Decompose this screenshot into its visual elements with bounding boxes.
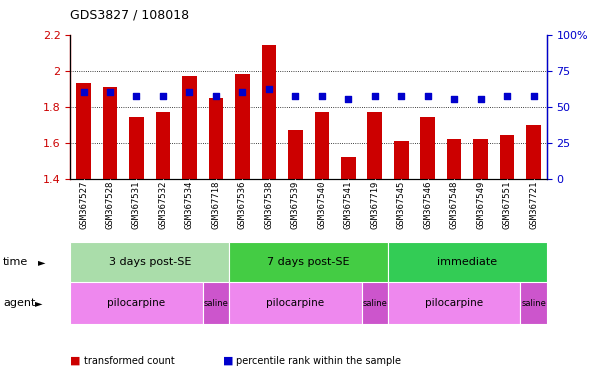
Point	[423, 93, 433, 99]
Text: GSM367549: GSM367549	[476, 180, 485, 229]
Bar	[208, 98, 223, 179]
Text: ►: ►	[38, 257, 45, 267]
Text: saline: saline	[362, 299, 387, 308]
Text: ■: ■	[223, 356, 233, 366]
Bar	[500, 136, 514, 179]
Text: GSM367534: GSM367534	[185, 180, 194, 229]
Bar	[526, 124, 541, 179]
Text: immediate: immediate	[437, 257, 497, 267]
Bar	[156, 112, 170, 179]
Bar	[388, 242, 547, 282]
Bar	[229, 282, 362, 324]
Point	[211, 93, 221, 99]
Point	[238, 89, 247, 95]
Text: GSM367548: GSM367548	[450, 180, 459, 229]
Text: GSM367718: GSM367718	[211, 180, 221, 229]
Point	[370, 93, 379, 99]
Text: 7 days post-SE: 7 days post-SE	[267, 257, 350, 267]
Point	[397, 93, 406, 99]
Point	[131, 93, 141, 99]
Point	[290, 93, 300, 99]
Bar	[388, 282, 521, 324]
Point	[158, 93, 168, 99]
Point	[105, 89, 115, 95]
Point	[476, 96, 486, 103]
Text: agent: agent	[3, 298, 35, 308]
Bar	[76, 83, 91, 179]
Text: percentile rank within the sample: percentile rank within the sample	[236, 356, 401, 366]
Text: GSM367721: GSM367721	[529, 180, 538, 229]
Bar	[341, 157, 356, 179]
Text: GSM367551: GSM367551	[503, 180, 511, 229]
Point	[343, 96, 353, 103]
Bar	[447, 139, 461, 179]
Text: saline: saline	[521, 299, 546, 308]
Text: GSM367539: GSM367539	[291, 180, 300, 229]
Text: GSM367719: GSM367719	[370, 180, 379, 229]
Text: ■: ■	[70, 356, 81, 366]
Text: pilocarpine: pilocarpine	[108, 298, 166, 308]
Bar	[394, 141, 409, 179]
Bar	[182, 76, 197, 179]
Text: GDS3827 / 108018: GDS3827 / 108018	[70, 8, 189, 21]
Point	[449, 96, 459, 103]
Bar	[262, 45, 276, 179]
Text: GSM367531: GSM367531	[132, 180, 141, 229]
Point	[317, 93, 327, 99]
Bar	[362, 282, 388, 324]
Bar	[229, 242, 388, 282]
Bar	[103, 87, 117, 179]
Bar	[235, 74, 250, 179]
Point	[185, 89, 194, 95]
Text: GSM367527: GSM367527	[79, 180, 88, 229]
Bar	[315, 112, 329, 179]
Point	[502, 93, 512, 99]
Bar	[70, 242, 229, 282]
Text: time: time	[3, 257, 28, 267]
Bar	[203, 282, 229, 324]
Text: GSM367528: GSM367528	[106, 180, 114, 229]
Point	[264, 86, 274, 93]
Text: GSM367532: GSM367532	[158, 180, 167, 229]
Bar	[420, 118, 435, 179]
Point	[79, 89, 89, 95]
Text: pilocarpine: pilocarpine	[425, 298, 483, 308]
Text: GSM367538: GSM367538	[265, 180, 273, 229]
Bar	[288, 130, 302, 179]
Text: pilocarpine: pilocarpine	[266, 298, 324, 308]
Text: transformed count: transformed count	[84, 356, 175, 366]
Text: GSM367545: GSM367545	[397, 180, 406, 229]
Text: ►: ►	[35, 298, 42, 308]
Text: 3 days post-SE: 3 days post-SE	[109, 257, 191, 267]
Bar	[474, 139, 488, 179]
Text: GSM367540: GSM367540	[317, 180, 326, 229]
Text: GSM367541: GSM367541	[344, 180, 353, 229]
Text: GSM367546: GSM367546	[423, 180, 432, 229]
Bar	[521, 282, 547, 324]
Point	[529, 93, 538, 99]
Text: saline: saline	[203, 299, 229, 308]
Bar	[70, 282, 203, 324]
Bar	[367, 112, 382, 179]
Bar	[129, 118, 144, 179]
Text: GSM367536: GSM367536	[238, 180, 247, 229]
